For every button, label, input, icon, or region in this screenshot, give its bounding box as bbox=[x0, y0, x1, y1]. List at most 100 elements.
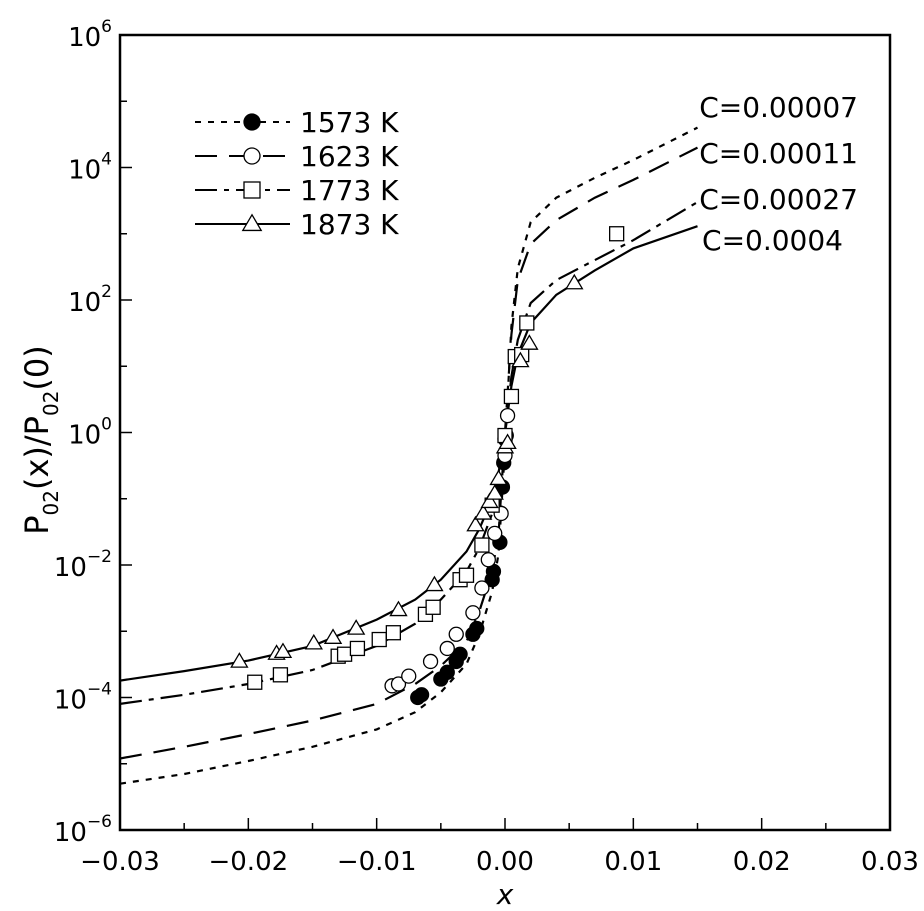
legend-label: 1773 K bbox=[300, 174, 399, 207]
point-open-square bbox=[336, 646, 353, 662]
legend-label: 1873 K bbox=[300, 208, 399, 241]
y-tick-exponent: 0 bbox=[101, 415, 112, 435]
point-open-triangle bbox=[511, 351, 530, 368]
y-tick-label: 10−4 bbox=[54, 680, 112, 716]
y-tick-exponent: −2 bbox=[87, 547, 112, 567]
y-tick-base: 10 bbox=[54, 818, 87, 848]
point-open-circle bbox=[243, 147, 261, 165]
y-tick-label: 10−2 bbox=[54, 547, 112, 583]
point-open-square bbox=[243, 181, 261, 199]
point-filled-circle bbox=[452, 646, 468, 662]
point-open-triangle bbox=[425, 575, 444, 592]
x-tick-label: −0.01 bbox=[337, 847, 417, 877]
point-open-circle bbox=[401, 668, 417, 684]
point-open-triangle bbox=[498, 433, 517, 450]
point-open-square bbox=[272, 667, 289, 683]
points bbox=[230, 226, 625, 706]
y-axis-label-base: P bbox=[18, 515, 56, 534]
series-curve bbox=[120, 201, 699, 705]
y-tick-base: 10 bbox=[68, 23, 101, 53]
y-tick-label: 102 bbox=[68, 282, 112, 318]
point-open-circle bbox=[422, 653, 439, 670]
point-open-square bbox=[519, 315, 535, 331]
y-tick-exponent: 4 bbox=[101, 150, 112, 170]
point-filled-circle bbox=[469, 620, 485, 637]
curve-label: C=0.00027 bbox=[699, 183, 858, 216]
point-open-triangle bbox=[565, 273, 584, 290]
point-open-triangle bbox=[489, 469, 508, 486]
point-open-triangle bbox=[273, 642, 293, 659]
point-open-circle bbox=[439, 640, 455, 657]
curve-label: C=0.00007 bbox=[699, 91, 858, 124]
y-tick-exponent: −4 bbox=[87, 680, 112, 700]
point-open-circle bbox=[465, 605, 481, 621]
point-open-circle bbox=[480, 552, 496, 568]
y-tick-base: 10 bbox=[68, 421, 101, 451]
point-open-triangle bbox=[323, 628, 343, 644]
point-open-square bbox=[425, 599, 441, 615]
axis-ticks bbox=[119, 34, 891, 831]
series-curve bbox=[120, 126, 698, 785]
point-open-triangle bbox=[304, 633, 323, 650]
point-open-triangle bbox=[485, 484, 504, 500]
y-axis-label-mid: (x)/P bbox=[18, 416, 56, 490]
point-open-triangle bbox=[520, 334, 539, 350]
series-curve bbox=[120, 225, 698, 682]
point-open-triangle bbox=[389, 600, 408, 617]
point-filled-circle bbox=[413, 687, 430, 703]
x-tick-label: −0.02 bbox=[208, 847, 288, 877]
point-open-triangle bbox=[346, 619, 366, 635]
y-axis-label: P02(x)/P02(0) bbox=[18, 345, 63, 535]
legend-label: 1623 K bbox=[300, 140, 399, 173]
point-open-triangle bbox=[466, 515, 485, 532]
point-open-square bbox=[385, 625, 402, 641]
point-open-circle bbox=[474, 580, 490, 596]
curves bbox=[120, 126, 699, 785]
point-open-circle bbox=[487, 525, 503, 542]
y-axis-label-sub1: 02 bbox=[39, 490, 63, 515]
y-tick-base: 10 bbox=[68, 288, 101, 318]
curve-label: C=0.00011 bbox=[699, 137, 858, 170]
point-open-triangle bbox=[230, 652, 249, 668]
x-tick-label: 0.02 bbox=[733, 847, 791, 877]
y-axis-label-sub2: 02 bbox=[39, 391, 63, 416]
curve-labels: C=0.00007 C=0.00011 C=0.00027 C=0.0004 bbox=[699, 91, 858, 257]
y-tick-base: 10 bbox=[54, 686, 87, 716]
y-tick-base: 10 bbox=[54, 553, 87, 583]
x-tick-label: 0.01 bbox=[604, 847, 662, 877]
y-tick-base: 10 bbox=[68, 156, 101, 186]
x-tick-label: 0.03 bbox=[861, 847, 919, 877]
point-open-square bbox=[349, 640, 366, 657]
point-open-square bbox=[503, 388, 520, 405]
point-open-circle bbox=[448, 626, 464, 642]
y-tick-label: 10−6 bbox=[54, 812, 112, 848]
y-tick-exponent: −6 bbox=[87, 812, 112, 832]
y-tick-label: 100 bbox=[68, 415, 112, 451]
y-axis-label-tail: (0) bbox=[18, 345, 56, 390]
point-filled-circle bbox=[439, 664, 455, 680]
point-open-triangle bbox=[241, 213, 263, 232]
y-tick-exponent: 6 bbox=[101, 17, 112, 37]
x-tick-label: 0.00 bbox=[476, 847, 534, 877]
point-open-square bbox=[458, 567, 475, 583]
point-filled-circle bbox=[243, 113, 261, 131]
legend-label: 1573 K bbox=[300, 106, 399, 139]
point-open-square bbox=[371, 631, 387, 648]
y-tick-label: 106 bbox=[68, 17, 112, 53]
point-open-triangle bbox=[473, 504, 493, 520]
point-open-square bbox=[609, 226, 625, 242]
point-open-triangle bbox=[480, 492, 499, 509]
x-tick-label: −0.03 bbox=[80, 847, 160, 877]
x-tick-labels: −0.03 −0.02 −0.01 0.00 0.01 0.02 0.03 bbox=[80, 847, 919, 877]
curve-label: C=0.0004 bbox=[702, 224, 843, 257]
point-open-square bbox=[474, 537, 490, 553]
y-tick-label: 104 bbox=[68, 150, 112, 186]
point-open-circle bbox=[499, 407, 516, 424]
y-tick-exponent: 2 bbox=[101, 282, 112, 302]
point-open-circle bbox=[390, 676, 407, 692]
x-axis-label: x bbox=[496, 878, 514, 911]
point-open-square bbox=[247, 674, 263, 690]
